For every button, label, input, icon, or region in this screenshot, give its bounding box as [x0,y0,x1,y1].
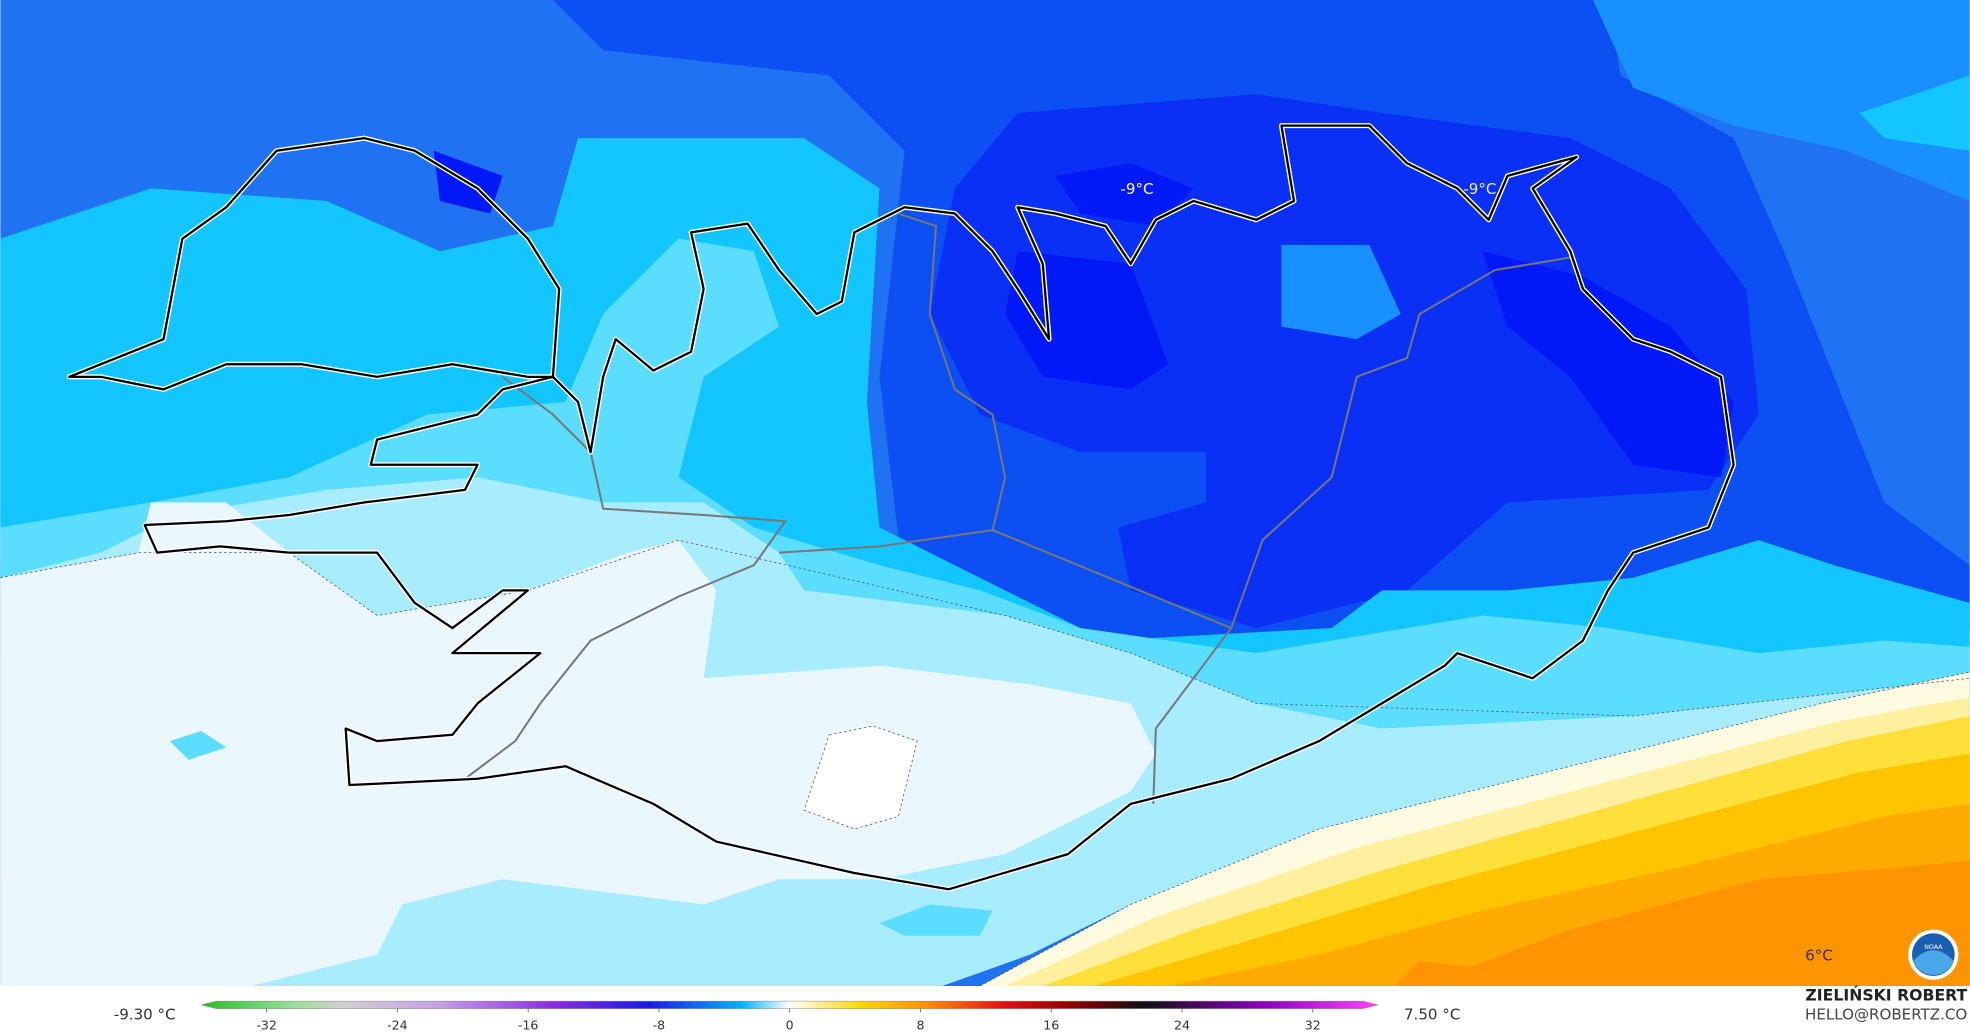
colorbar-tick-label: 0 [786,1018,794,1033]
borders [464,212,1571,804]
colorbar-tick-label: 24 [1174,1018,1190,1033]
coastline [68,124,1735,891]
temperature-band [929,94,1759,629]
credit-author: ZIELIŃSKI ROBERT [1805,986,1967,1005]
temperature-band [1281,0,1970,340]
colorbar-tick-label: -8 [653,1018,666,1033]
temperature-band [169,731,993,936]
colorbar-tick-label: -16 [518,1018,539,1033]
colorbar-tick-label: 16 [1043,1018,1059,1033]
logo-text: NOAA [1924,944,1943,951]
colorbar [201,1000,1379,1009]
colorbar-ticks: -32 -24 -16 -8 0 8 16 24 32 [256,1008,1321,1033]
logo-wave [1913,950,1954,976]
colorbar-tick-label: 8 [916,1018,924,1033]
colorbar-tick-label: -32 [256,1018,277,1033]
temperature-band [433,150,1734,478]
isotherm [0,539,1970,987]
temperature-band [804,726,918,830]
colorbar-tick-label: 32 [1305,1018,1321,1033]
legend-max: 7.50 °C [1404,1005,1460,1023]
map-label: 6°C [1805,946,1833,964]
footer [0,986,1970,1035]
legend-min: -9.30 °C [114,1005,176,1023]
colorbar-tick-label: -24 [387,1018,408,1033]
temperature-band [0,502,1156,987]
field [0,0,1970,987]
credit-email: HELLO@ROBERTZ.CO [1805,1005,1967,1023]
temperature-band [1394,860,1970,987]
map-label: -9°C [1463,180,1496,198]
map-label: -9°C [1120,180,1153,198]
noaa-logo: NOAA [1908,929,1959,980]
